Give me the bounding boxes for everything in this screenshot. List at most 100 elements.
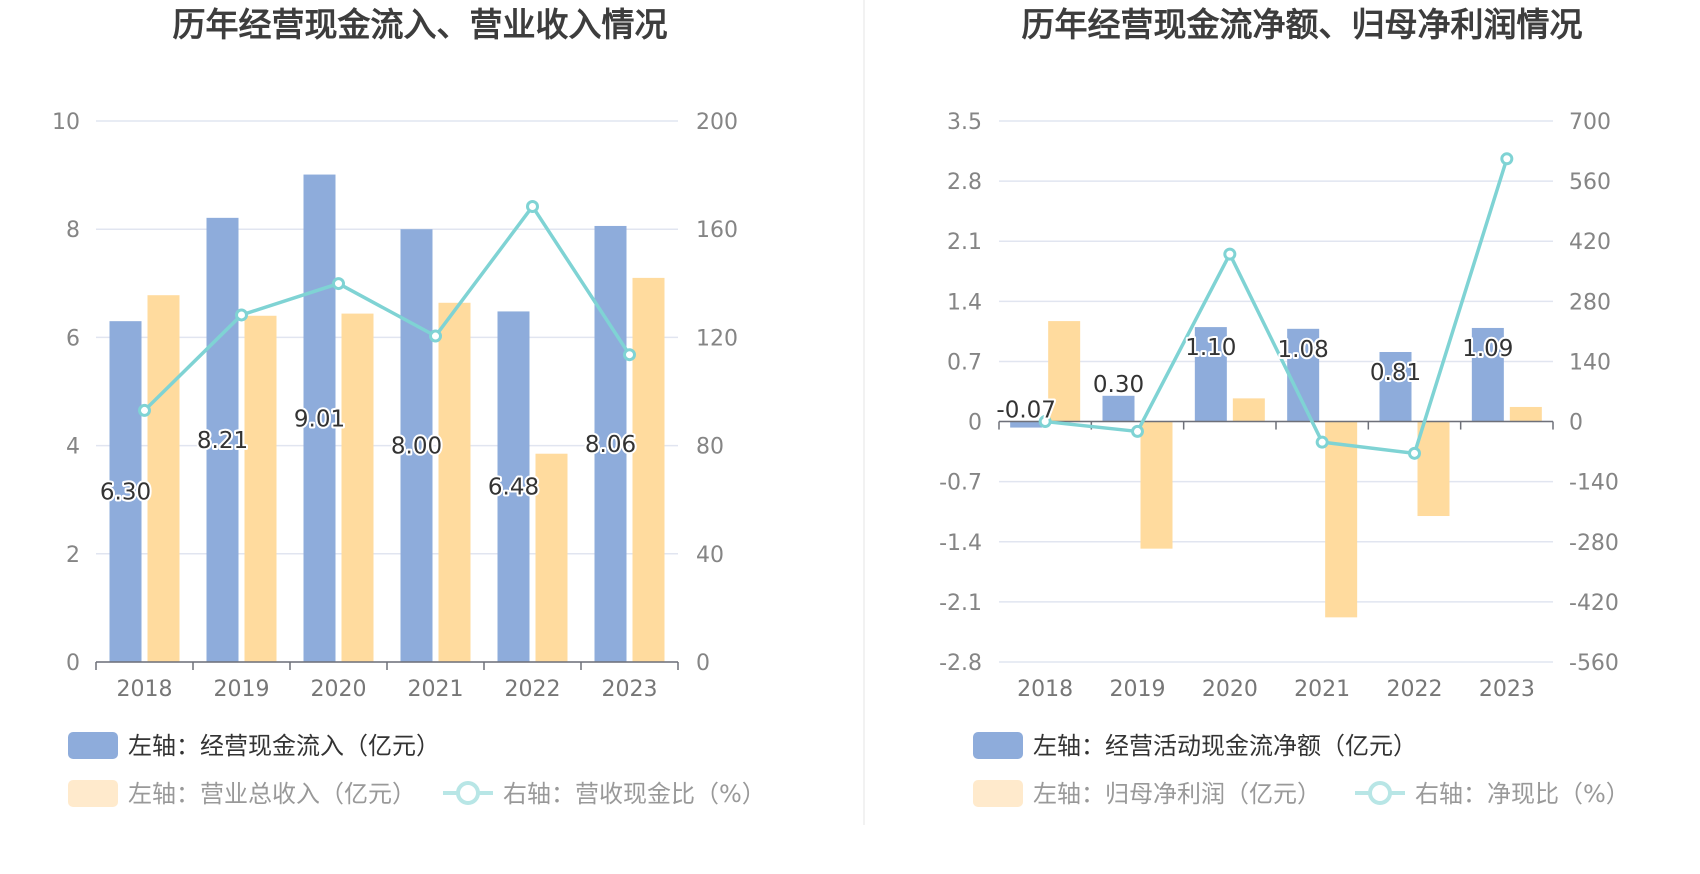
x-tick-label: 2019 [214,677,270,702]
data-label-2018: -0.07 [996,398,1056,424]
y-tick-left: 1.4 [947,290,982,315]
bars [1010,321,1542,618]
data-labels: 6.30 8.21 9.01 8.00 6.48 8.06 [98,404,638,507]
data-label-2021: 1.08 [1278,337,1329,363]
y-tick-left: -2.1 [939,591,982,616]
bar-secondary-2019 [244,315,277,662]
data-label-2021: 8.00 [391,434,442,460]
ratio-point-2018 [138,403,151,417]
bar-secondary-2020 [341,313,374,662]
y-tick-right: 40 [696,543,724,568]
ratio-point-2019 [235,308,248,322]
y-tick-right: 160 [696,218,738,243]
legend-label: 左轴：归母净利润（亿元） [1033,780,1321,808]
legend-item-inflow[interactable]: 左轴：经营现金流入（亿元） [68,732,440,760]
legend-item-revenue[interactable]: 左轴：营业总收入（亿元） [68,780,416,808]
data-label-2022: 6.48 [488,475,539,501]
data-label-2022: 0.81 [1370,360,1421,386]
y-tick-left: 10 [52,110,80,135]
y-tick-left: 0.7 [947,350,982,375]
x-tick-label: 2023 [1479,677,1535,702]
bar-primary-2019 [206,217,239,663]
legend-marker [1368,781,1392,805]
legend: 左轴：经营现金流入（亿元） 左轴：营业总收入（亿元） 右轴：营收现金比（%） [68,732,766,808]
bar-secondary-2019 [1140,421,1173,549]
y-tick-right: 560 [1569,170,1611,195]
y-tick-right: 0 [1569,411,1583,436]
bar-secondary-2018 [1048,321,1081,422]
legend-label: 左轴：经营活动现金流净额（亿元） [1033,732,1417,760]
netcashflow-profit-chart: 历年经营现金流净额、归母净利润情况 -2.8 -2.1 -1.4 -0.7 0 0.7 1.… [939,5,1630,808]
chart-title: 历年经营现金流净额、归母净利润情况 [1022,5,1583,44]
chart-title: 历年经营现金流入、营业收入情况 [173,5,668,44]
ratio-line [138,199,636,417]
bar-primary-2018 [109,321,142,662]
legend-item-ratio[interactable]: 右轴：营收现金比（%） [443,780,766,808]
legend: 左轴：经营活动现金流净额（亿元） 左轴：归母净利润（亿元） 右轴：净现比（%） [973,732,1630,808]
y-tick-left: 0 [968,411,982,436]
bar-secondary-2020 [1232,398,1265,422]
x-axis: 2018 2019 2020 2021 2022 2023 [998,420,1554,702]
x-tick-label: 2022 [1387,677,1443,702]
legend-item-net-profit[interactable]: 左轴：归母净利润（亿元） [973,780,1321,808]
legend-label: 左轴：营业总收入（亿元） [128,780,416,808]
right-axis: -560 -420 -280 -140 0 140 280 420 560 700 [1569,110,1619,676]
grid-lines [999,120,1553,663]
bar-primary-2022 [1379,351,1412,422]
ratio-point-2019 [1131,424,1144,438]
x-tick-label: 2023 [602,677,658,702]
x-tick-label: 2018 [117,677,173,702]
grid-lines [96,120,678,663]
legend-label: 右轴：净现比（%） [1415,780,1630,808]
bar-primary-2023 [594,225,627,663]
ratio-point-2021 [429,329,442,343]
right-axis: 0 40 80 120 160 200 [696,110,738,676]
y-tick-right: -560 [1569,651,1619,676]
y-tick-left: 4 [66,435,80,460]
data-label-2020: 9.01 [294,406,345,432]
bar-secondary-2023 [632,277,665,662]
y-tick-left: 2 [66,543,80,568]
y-tick-right: -280 [1569,531,1619,556]
x-tick-label: 2018 [1017,677,1073,702]
data-label-2020: 1.10 [1185,335,1236,361]
x-tick-label: 2021 [1294,677,1350,702]
y-tick-left: 6 [66,326,80,351]
y-tick-right: -140 [1569,471,1619,496]
bar-primary-2020 [303,174,336,662]
left-axis: 0 2 4 6 8 10 [52,110,80,676]
y-tick-right: 120 [696,326,738,351]
ratio-line [1038,152,1514,460]
bar-secondary-2023 [1509,406,1542,422]
legend-label: 左轴：经营现金流入（亿元） [128,732,440,760]
data-labels: -0.07 0.30 1.10 1.08 0.81 1.09 [994,333,1515,425]
data-label-2019: 0.30 [1093,372,1144,398]
x-tick-label: 2021 [408,677,464,702]
x-tick-label: 2020 [1202,677,1258,702]
x-tick-label: 2019 [1110,677,1166,702]
bar-primary-2022 [497,311,530,662]
y-tick-right: -420 [1569,591,1619,616]
y-tick-right: 420 [1569,230,1611,255]
y-tick-left: 8 [66,218,80,243]
y-tick-left: -1.4 [939,531,982,556]
legend-item-net-cashflow[interactable]: 左轴：经营活动现金流净额（亿元） [973,732,1417,760]
data-label-2023: 8.06 [585,432,636,458]
ratio-point-2022 [526,199,539,213]
legend-item-net-cash-ratio[interactable]: 右轴：净现比（%） [1355,780,1630,808]
y-tick-left: 2.8 [947,170,982,195]
y-tick-right: 200 [696,110,738,135]
ratio-point-2023 [1500,152,1514,166]
ratio-point-2018 [1038,415,1052,429]
left-axis: -2.8 -2.1 -1.4 -0.7 0 0.7 1.4 2.1 2.8 3.5 [939,110,982,676]
bar-primary-2021 [400,229,433,662]
y-tick-left: 3.5 [947,110,982,135]
bar-primary-2019 [1102,395,1135,422]
bar-secondary-2021 [438,302,471,662]
legend-swatch [68,732,118,759]
y-tick-right: 280 [1569,290,1611,315]
data-label-2019: 8.21 [197,428,248,454]
y-tick-right: 140 [1569,350,1611,375]
legend-label: 右轴：营收现金比（%） [503,780,766,808]
